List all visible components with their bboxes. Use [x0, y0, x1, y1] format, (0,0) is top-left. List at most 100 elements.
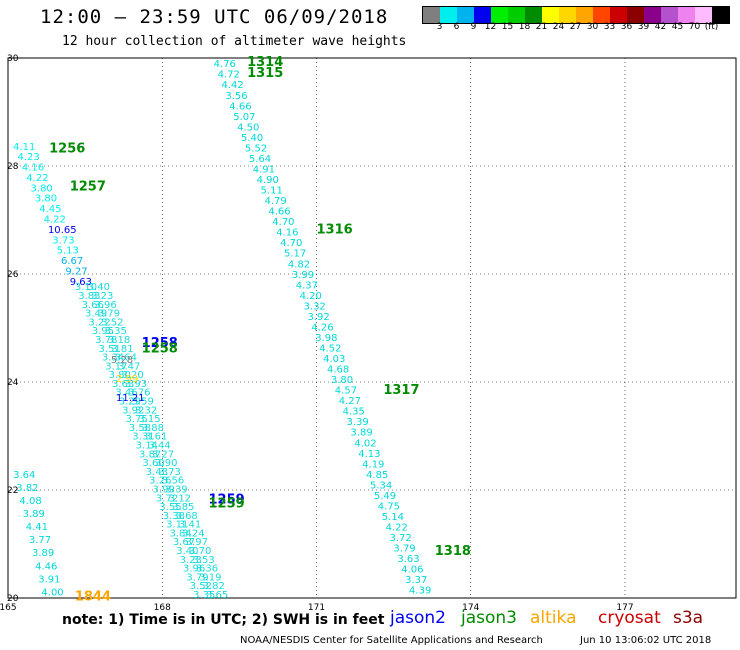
wave-height-value: 3.18 — [108, 335, 130, 346]
wave-height-value: 3.20 — [121, 370, 143, 381]
wave-height-value: 3.64 — [13, 470, 35, 481]
wave-height-value: 3.55 — [159, 502, 181, 513]
wave-height-map: 165 168 171 174 177 30 28 26 24 22 20 4.76 4.72 4.42 3… — [0, 54, 737, 613]
wave-height-value: 3.40 — [176, 546, 198, 557]
wave-height-value: 3.79 — [186, 572, 208, 583]
wave-height-value: 3.26 — [149, 476, 171, 487]
wave-height-value: 9.63 — [70, 277, 92, 288]
legend-label: 6 — [453, 22, 460, 32]
wave-height-value: 3.96 — [183, 564, 205, 575]
legend-label: 18 — [518, 22, 531, 32]
wave-height-value: 5.49 — [374, 491, 396, 502]
wave-height-value: 4.02 — [354, 438, 376, 449]
wave-height-value: 4.41 — [26, 522, 48, 533]
wave-height-value: 3.83 — [78, 291, 100, 302]
lon-tick-label: 177 — [616, 603, 633, 613]
wave-height-value: 3.85 — [172, 502, 194, 513]
wave-height-value: 3.39 — [347, 417, 369, 428]
wave-height-value: 3.81 — [111, 344, 133, 355]
chart-title: 12:00 – 23:59 UTC 06/09/2018 — [40, 6, 389, 28]
legend-swatch — [610, 7, 627, 23]
wave-height-value: 3.95 — [92, 326, 114, 337]
legend-swatch — [474, 7, 491, 23]
wave-height-value: 3.72 — [156, 493, 178, 504]
legend-label: 33 — [603, 22, 616, 32]
pass-number-label: 1314 — [247, 55, 283, 70]
legend-label: 30 — [586, 22, 599, 32]
legend-swatch — [542, 7, 559, 23]
chart-subtitle: 12 hour collection of altimeter wave hei… — [62, 34, 407, 49]
lat-tick-label: 24 — [7, 378, 19, 388]
legend-swatch — [491, 7, 508, 23]
satellite-s3a: s3a — [673, 608, 704, 628]
wave-height-value: 3.66 — [82, 300, 104, 311]
wave-height-value: 3.24 — [182, 528, 204, 539]
satellite-jason2: jason2 — [390, 608, 446, 628]
wave-height-value: 3.51 — [98, 344, 120, 355]
legend-label: 39 — [637, 22, 650, 32]
wave-height-value: 3.27 — [152, 449, 174, 460]
wave-height-value: 3.12 — [169, 493, 191, 504]
wave-height-value: 4.57 — [335, 386, 357, 397]
wave-height-value: 4.39 — [409, 586, 431, 597]
wave-height-value: 3.88 — [142, 423, 164, 434]
legend-label: 70 — [688, 22, 701, 32]
legend-swatch — [576, 7, 593, 23]
color-scale-legend — [422, 6, 730, 24]
satellite-altika: altika — [530, 608, 577, 628]
lat-tick-label: 28 — [7, 162, 19, 172]
wave-height-value: 3.23 — [91, 291, 113, 302]
wave-height-value: 5.17 — [284, 249, 306, 260]
wave-height-value: 5.40 — [241, 133, 263, 144]
legend-swatch — [559, 7, 576, 23]
legend-swatch — [712, 7, 729, 23]
wave-height-value: 3.75 — [126, 414, 148, 425]
wave-height-value: 4.37 — [296, 280, 318, 291]
lat-tick-label: 26 — [7, 270, 19, 280]
wave-height-value: 4.76 — [214, 59, 236, 70]
wave-height-value: 4.52 — [319, 343, 341, 354]
footer-timestamp: Jun 10 13:06:02 UTC 2018 — [580, 635, 712, 646]
wave-height-value: 3.93 — [125, 379, 147, 390]
wave-height-value: 3.35 — [193, 590, 215, 601]
wave-height-value: 4.20 — [300, 291, 322, 302]
wave-height-value: 3.99 — [153, 484, 175, 495]
wave-height-value: 4.82 — [288, 259, 310, 270]
wave-height-value: 3.72 — [390, 533, 412, 544]
wave-height-value: 3.79 — [98, 309, 120, 320]
legend-label: 42 — [654, 22, 667, 32]
wave-height-value: 3.37 — [405, 575, 427, 586]
wave-height-value: 3.63 — [397, 554, 419, 565]
legend-label: (ft) — [704, 22, 719, 32]
wave-height-value: 4.08 — [19, 496, 41, 507]
wave-height-value: 4.22 — [44, 214, 66, 225]
wave-height-value: 4.42 — [221, 80, 243, 91]
wave-height-value: 3.80 — [109, 370, 131, 381]
wave-height-value: 3.92 — [307, 312, 329, 323]
wave-height-value: 3.10 — [75, 282, 97, 293]
legend-swatch — [525, 7, 542, 23]
legend-swatch — [508, 7, 525, 23]
wave-height-value: 3.36 — [196, 564, 218, 575]
wave-height-value: 10.65 — [48, 225, 77, 236]
wave-height-value: 4.06 — [401, 565, 423, 576]
wave-height-value: 3.32 — [304, 301, 326, 312]
wave-height-value: 3.60 — [142, 458, 164, 469]
wave-height-value: 2.99 — [116, 374, 138, 385]
wave-height-value: 11.21 — [116, 393, 145, 404]
wave-height-value: 5.34 — [370, 480, 392, 491]
wave-height-value: 3.64 — [115, 353, 137, 364]
wave-height-value: 3.52 — [101, 317, 123, 328]
wave-height-value: 3.89 — [23, 509, 45, 520]
wave-height-value: 3.79 — [393, 544, 415, 555]
wave-height-value: 4.23 — [17, 152, 39, 163]
pass-number-label: 1317 — [383, 383, 419, 398]
footer-credit: NOAA/NESDIS Center for Satellite Applica… — [240, 635, 543, 646]
wave-height-value: 5.14 — [382, 512, 404, 523]
wave-height-value: 4.90 — [257, 175, 279, 186]
wave-height-value: 4.66 — [229, 101, 251, 112]
legend-swatch — [661, 7, 678, 23]
wave-height-value: 3.52 — [190, 581, 212, 592]
wave-height-value: 3.58 — [129, 423, 151, 434]
wave-height-value: 3.56 — [225, 91, 247, 102]
